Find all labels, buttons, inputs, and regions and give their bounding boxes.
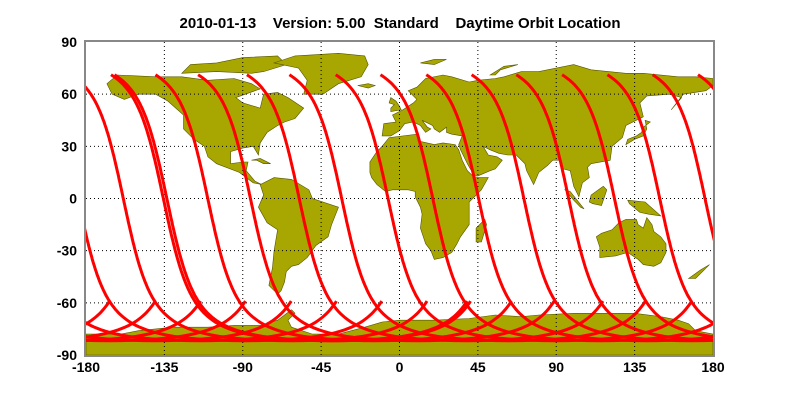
land-iceland (357, 83, 377, 89)
land-antarctica (86, 309, 713, 355)
x-tick-label: -180 (72, 359, 100, 375)
plot-frame (84, 40, 715, 357)
orbit-track (651, 73, 713, 242)
y-tick-label: -60 (57, 295, 77, 311)
land-greenland (272, 52, 369, 95)
orbit-track (742, 75, 800, 341)
orbit-track (86, 85, 429, 343)
land-south-america (258, 177, 339, 295)
x-tick-label: -135 (150, 359, 178, 375)
orbit-track (86, 300, 338, 343)
orbit-track (738, 75, 800, 341)
orbit-track (288, 73, 647, 343)
land-sumatra (564, 189, 585, 210)
land-new-zealand (687, 264, 710, 279)
axis-ticks: -180 -135 -90 -45 0 45 90 135 180 90 60 30 0 -30 -60 -9… (57, 34, 725, 375)
x-tick-label: -90 (233, 359, 253, 375)
chart-title: 2010-01-13 Version: 5.00 Standard Daytim… (179, 15, 621, 32)
orbit-track (379, 73, 713, 343)
land-svalbard (420, 59, 447, 65)
land-japan (625, 119, 651, 146)
orbit-track (113, 73, 472, 343)
orbit-track (334, 73, 693, 343)
x-tick-label: 135 (623, 359, 647, 375)
land-north-america (106, 74, 305, 185)
orbit-track (606, 73, 713, 325)
land-new-guinea (627, 199, 662, 217)
y-tick-label: -30 (57, 243, 77, 259)
orbit-track (515, 73, 713, 342)
orbit-track (86, 300, 293, 343)
orbit-track (197, 73, 556, 343)
orbit-track (783, 75, 800, 341)
y-tick-label: 60 (61, 86, 77, 102)
x-tick-label: 0 (396, 359, 404, 375)
land-novaya-zemlya (489, 64, 518, 76)
x-tick-label: -45 (311, 359, 331, 375)
y-tick-label: -90 (57, 347, 77, 363)
orbit-track (86, 227, 383, 343)
y-tick-label: 0 (69, 191, 77, 207)
land-cuba (251, 158, 271, 164)
orbit-tracks (0, 73, 800, 343)
x-tick-label: 180 (701, 359, 725, 375)
orbit-track (425, 73, 713, 343)
orbit-track (470, 73, 713, 343)
x-tick-label: 90 (548, 359, 564, 375)
x-tick-label: 45 (470, 359, 486, 375)
y-tick-label: 30 (61, 138, 77, 154)
orbit-track (0, 75, 65, 341)
orbit-track (0, 75, 18, 341)
orbit-track (561, 73, 713, 339)
land-australia (595, 216, 667, 267)
orbit-track (246, 73, 605, 343)
land-borneo (588, 185, 608, 206)
land-uk (388, 97, 402, 112)
y-tick-label: 90 (61, 34, 77, 50)
